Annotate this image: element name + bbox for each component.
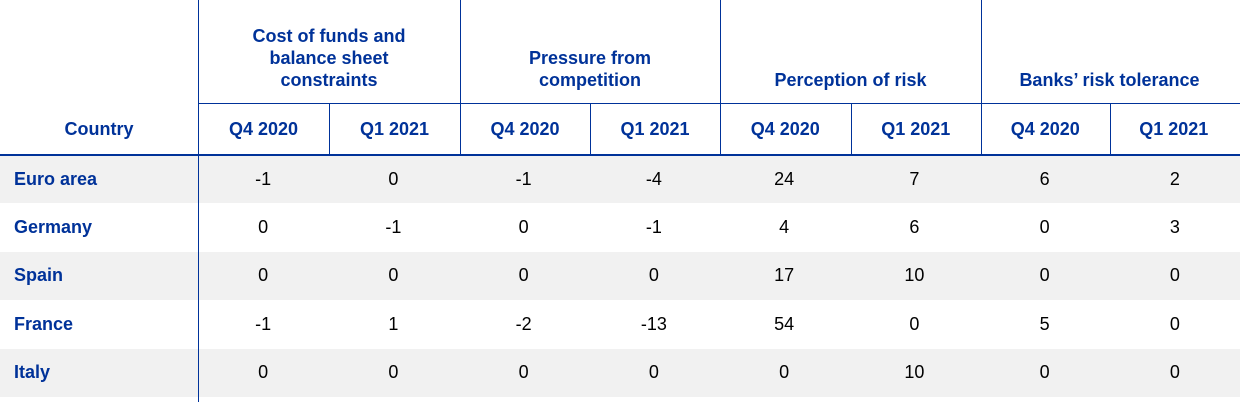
row-background <box>0 251 1240 301</box>
period-header: Q4 2020 <box>490 118 560 139</box>
row-background <box>0 348 1240 397</box>
separator <box>720 0 721 155</box>
value-cell: 0 <box>648 362 659 383</box>
value-cell: 0 <box>388 168 399 189</box>
period-header: Q4 2020 <box>228 118 299 139</box>
value-cell: -1 <box>515 168 532 189</box>
period-header: Q1 2021 <box>1139 118 1209 139</box>
value-cell: -1 <box>255 168 272 189</box>
value-cell: 0 <box>1169 362 1180 383</box>
value-cell: 0 <box>518 217 529 238</box>
value-cell: -1 <box>385 217 402 238</box>
value-cell: 0 <box>1039 265 1050 286</box>
value-cell: 7 <box>909 168 920 189</box>
value-cell: 0 <box>1039 362 1050 383</box>
row-label: Spain <box>14 265 64 286</box>
period-header: Q4 2020 <box>1010 118 1080 139</box>
separator <box>198 0 199 402</box>
separator <box>981 0 982 155</box>
row-label: Germany <box>14 217 93 238</box>
period-header: Q4 2020 <box>750 118 820 139</box>
separator <box>850 103 852 155</box>
value-cell: 24 <box>774 168 795 189</box>
group-header: Perception of risk <box>774 70 927 90</box>
value-cell: 10 <box>904 265 925 286</box>
value-cell: -1 <box>645 217 662 238</box>
value-cell: 1 <box>388 313 399 334</box>
value-cell: 0 <box>1039 217 1050 238</box>
value-cell: 5 <box>1039 313 1050 334</box>
value-cell: 4 <box>779 217 790 238</box>
value-cell: 0 <box>258 362 269 383</box>
value-cell: 0 <box>258 217 269 238</box>
value-cell: 2 <box>1169 168 1180 189</box>
value-cell: 0 <box>518 265 529 286</box>
row-label: Italy <box>14 362 51 383</box>
value-cell: 0 <box>909 313 920 334</box>
column-header: Country <box>64 118 134 139</box>
separator <box>1109 103 1111 155</box>
group-header: Cost of funds and balance sheet constrai… <box>252 26 406 90</box>
row-label: Euro area <box>14 168 98 189</box>
value-cell: 0 <box>518 362 529 383</box>
value-cell: -1 <box>255 313 272 334</box>
value-cell: 0 <box>388 362 399 383</box>
separator <box>198 103 1240 104</box>
separator <box>329 103 330 155</box>
separator <box>0 154 1240 156</box>
period-header: Q1 2021 <box>881 118 951 139</box>
value-cell: 0 <box>258 265 269 286</box>
group-header: Pressure from competition <box>528 48 652 90</box>
value-cell: 0 <box>1169 265 1180 286</box>
group-header: Banks’ risk tolerance <box>1019 70 1200 90</box>
value-cell: 6 <box>909 217 920 238</box>
value-cell: 10 <box>904 362 925 383</box>
value-cell: -2 <box>515 313 532 334</box>
separator <box>460 0 461 155</box>
value-cell: -4 <box>645 168 662 189</box>
value-cell: 3 <box>1169 217 1180 238</box>
row-background <box>0 155 1240 204</box>
value-cell: 0 <box>388 265 399 286</box>
value-cell: 0 <box>1169 313 1180 334</box>
value-cell: 17 <box>774 265 795 286</box>
period-header: Q1 2021 <box>620 118 690 139</box>
value-cell: -13 <box>640 313 667 334</box>
period-header: Q1 2021 <box>359 118 430 139</box>
value-cell: 0 <box>779 362 790 383</box>
value-cell: 0 <box>648 265 659 286</box>
value-cell: 6 <box>1039 168 1050 189</box>
value-cell: 54 <box>774 313 795 334</box>
row-label: France <box>14 313 74 334</box>
separator <box>590 103 591 155</box>
